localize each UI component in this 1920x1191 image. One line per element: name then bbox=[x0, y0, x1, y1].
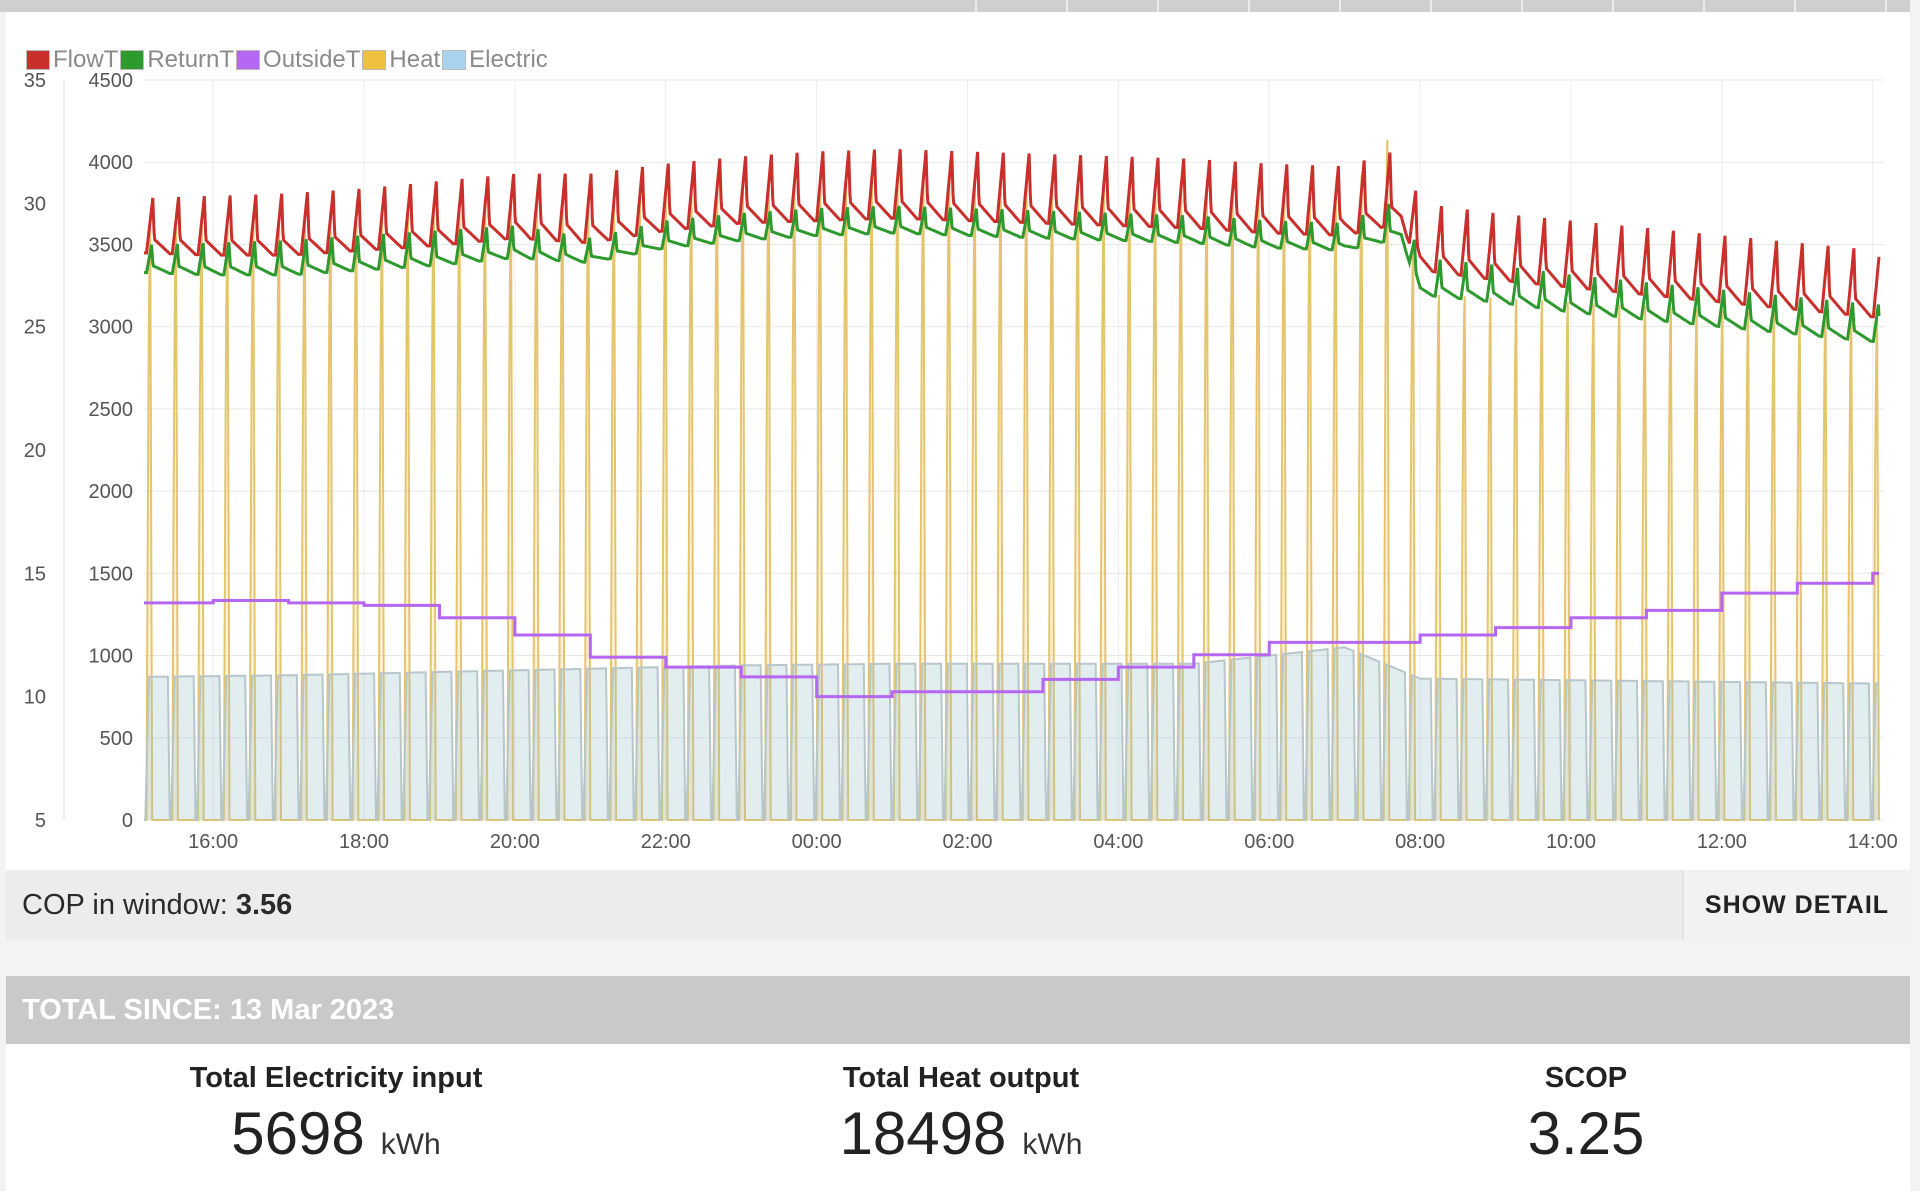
stat-electricity: Total Electricity input 5698 kWh bbox=[126, 1062, 546, 1168]
x-tick: 14:00 bbox=[1848, 831, 1898, 853]
totals-header-text: TOTAL SINCE: 13 Mar 2023 bbox=[22, 994, 395, 1026]
y-right-tick: 4000 bbox=[89, 152, 134, 174]
stat-electricity-value: 5698 bbox=[231, 1100, 365, 1167]
totals-header: TOTAL SINCE: 13 Mar 2023 bbox=[6, 976, 1910, 1044]
stat-electricity-label: Total Electricity input bbox=[189, 1062, 483, 1094]
y-right-tick: 4500 bbox=[89, 70, 134, 92]
stat-electricity-unit: kWh bbox=[380, 1128, 441, 1161]
y-left-tick: 30 bbox=[24, 193, 46, 215]
x-tick: 08:00 bbox=[1395, 831, 1445, 853]
show-detail-button[interactable]: SHOW DETAIL bbox=[1682, 870, 1910, 940]
x-tick: 00:00 bbox=[792, 831, 842, 853]
x-tick: 16:00 bbox=[188, 831, 238, 853]
stat-heat-unit: kWh bbox=[1022, 1128, 1083, 1161]
y-right-tick: 3000 bbox=[89, 317, 134, 339]
electric-line bbox=[144, 646, 1879, 821]
cop-window-bar: COP in window: 3.56 SHOW DETAIL bbox=[6, 870, 1910, 940]
stat-heat-value: 18498 bbox=[839, 1100, 1007, 1167]
legend-item-returnt[interactable]: ReturnT bbox=[120, 46, 234, 74]
y-left-tick: 20 bbox=[24, 440, 46, 462]
y-left-tick: 25 bbox=[24, 317, 46, 339]
totals-stats: Total Electricity input 5698 kWh Total He… bbox=[6, 1044, 1910, 1191]
tab-strip bbox=[0, 0, 1910, 12]
legend-label: FlowT bbox=[53, 46, 119, 73]
outsidet-line bbox=[144, 571, 1879, 699]
y-right-tick: 1500 bbox=[89, 563, 134, 585]
returnt-line bbox=[144, 203, 1881, 343]
legend-label: OutsideT bbox=[263, 46, 361, 73]
history-chart: 5 10 15 20 25 30 35 0 500 1000 1500 2000 2500 3000 350… bbox=[24, 70, 1898, 853]
x-tick: 04:00 bbox=[1093, 831, 1143, 853]
x-tick: 20:00 bbox=[490, 831, 540, 853]
legend-swatch bbox=[442, 50, 467, 70]
legend-swatch bbox=[362, 50, 387, 70]
stat-heat-label: Total Heat output bbox=[842, 1062, 1080, 1094]
cop-in-window: COP in window: 3.56 bbox=[22, 870, 292, 940]
y-right-tick: 3500 bbox=[89, 234, 134, 256]
y-right-tick: 2500 bbox=[89, 399, 134, 421]
y-left-tick: 5 bbox=[35, 810, 46, 832]
stat-scop: SCOP 3.25 bbox=[1436, 1062, 1736, 1168]
cop-label: COP in window: bbox=[22, 889, 228, 921]
y-right-tick: 500 bbox=[100, 728, 133, 750]
cop-value: 3.56 bbox=[235, 889, 293, 921]
x-tick: 18:00 bbox=[339, 831, 389, 853]
y-right-tick: 0 bbox=[122, 810, 133, 832]
y-left-tick: 35 bbox=[24, 70, 46, 92]
legend-item-electric[interactable]: Electric bbox=[442, 46, 548, 74]
y-left-tick: 10 bbox=[24, 687, 46, 709]
legend-label: Electric bbox=[469, 46, 548, 73]
legend-item-flowt[interactable]: FlowT bbox=[26, 46, 118, 74]
x-tick: 10:00 bbox=[1546, 831, 1596, 853]
electric-area bbox=[144, 647, 1879, 820]
x-tick: 12:00 bbox=[1697, 831, 1747, 853]
legend-item-heat[interactable]: Heat bbox=[362, 46, 440, 74]
x-tick: 22:00 bbox=[641, 831, 691, 853]
y-right-tick: 2000 bbox=[89, 481, 134, 503]
legend-item-outsidet[interactable]: OutsideT bbox=[236, 46, 360, 74]
legend-label: Heat bbox=[389, 46, 441, 73]
x-tick: 02:00 bbox=[942, 831, 992, 853]
legend-swatch bbox=[26, 50, 50, 70]
legend-swatch bbox=[120, 50, 145, 70]
stat-scop-label: SCOP bbox=[1544, 1062, 1628, 1094]
chart-panel: 5 10 15 20 25 30 35 0 500 1000 1500 2000 2500 3000 350… bbox=[6, 12, 1910, 870]
legend-label: ReturnT bbox=[147, 46, 235, 73]
chart-legend: FlowT ReturnT OutsideT Heat Electric bbox=[26, 46, 550, 74]
flowt-line bbox=[144, 149, 1881, 319]
x-tick: 06:00 bbox=[1244, 831, 1294, 853]
y-left-tick: 15 bbox=[24, 563, 46, 585]
stat-scop-value: 3.25 bbox=[1527, 1100, 1645, 1167]
y-right-tick: 1000 bbox=[89, 646, 134, 668]
legend-swatch bbox=[236, 50, 261, 70]
stat-heat: Total Heat output 18498 kWh bbox=[756, 1062, 1166, 1168]
